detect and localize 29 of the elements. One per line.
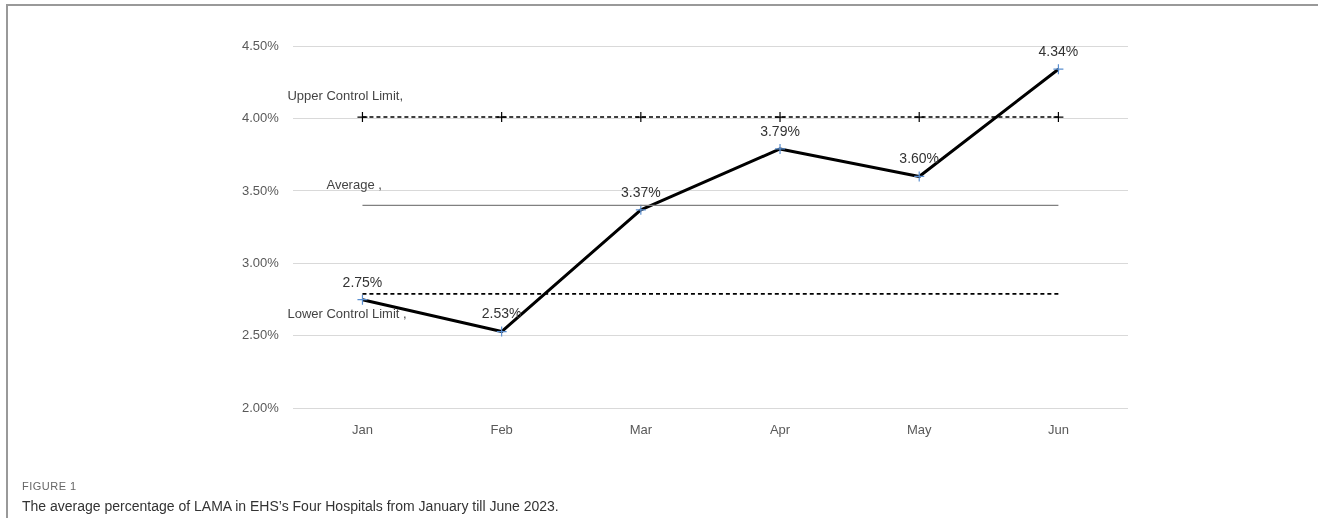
- y-tick-label: 3.00%: [241, 255, 280, 271]
- text: The average percentage of LAMA in EHS’s Four Hospitals from January till June 2023.: [22, 498, 559, 514]
- point: [496, 111, 508, 123]
- point: [356, 111, 369, 123]
- x-tick-label: May: [906, 421, 932, 437]
- data-label: 3.79%: [760, 122, 800, 139]
- y-tick-label: 2.00%: [241, 399, 280, 415]
- x-tick-label: Feb: [490, 421, 513, 437]
- point: [774, 111, 786, 123]
- series-label: Upper Control Limit,: [287, 88, 404, 104]
- data-label: 3.60%: [899, 150, 940, 167]
- data-label: 3.37%: [620, 183, 661, 200]
- x-tick-label: Jan: [351, 421, 373, 437]
- caption: FIGURE 1: [22, 480, 77, 492]
- y-tick-label: 4.50%: [241, 37, 280, 53]
- data-label: 4.34%: [1038, 43, 1079, 60]
- x-tick-label: Mar: [629, 421, 653, 437]
- x-tick-label: Jun: [1047, 421, 1069, 437]
- point: [635, 111, 647, 123]
- y-tick-label: 3.50%: [241, 182, 280, 198]
- series-label: Lower Control Limit ,: [287, 305, 407, 321]
- series-label: Average ,: [326, 176, 382, 192]
- y-tick-label: 4.00%: [241, 110, 280, 126]
- data-label: 2.53%: [481, 305, 522, 322]
- point: [913, 111, 925, 123]
- y-tick-label: 2.50%: [241, 327, 280, 343]
- data-label: 2.75%: [342, 273, 383, 290]
- x-tick-label: Apr: [769, 421, 791, 437]
- point: [1052, 111, 1065, 123]
